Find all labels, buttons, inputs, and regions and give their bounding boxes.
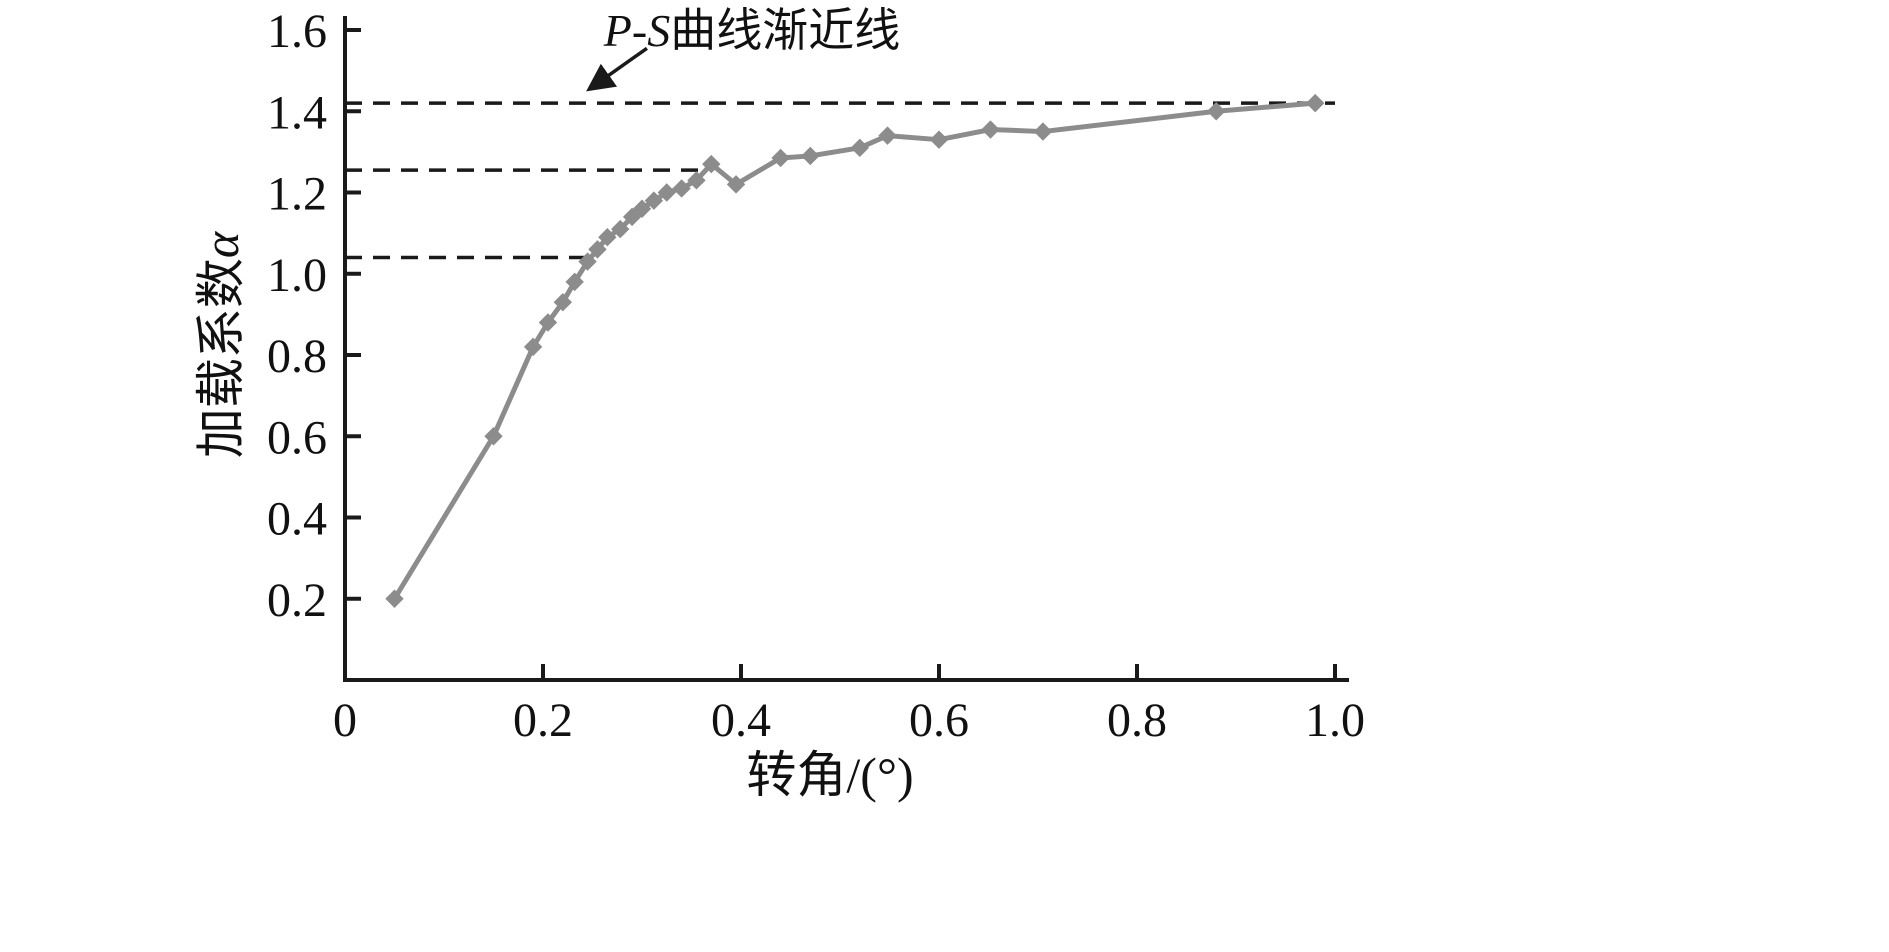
y-tick-label: 0.4	[267, 493, 327, 546]
data-point-marker	[523, 337, 543, 357]
data-point-marker	[850, 138, 869, 158]
data-point-marker	[565, 272, 584, 292]
data-point-marker	[632, 199, 652, 218]
data-point-marker	[1306, 93, 1325, 113]
data-point-marker	[1033, 122, 1053, 141]
data-point-marker	[385, 589, 404, 608]
data-point-marker	[553, 292, 572, 312]
data-point-marker	[878, 126, 897, 145]
y-tick-label: 0.6	[267, 411, 327, 464]
data-point-marker	[538, 313, 558, 332]
y-tick-label: 1.0	[267, 249, 327, 302]
data-point-marker	[657, 183, 676, 202]
x-tick-label: 1.0	[1305, 694, 1365, 747]
data-point-marker	[598, 227, 617, 247]
y-axis-label-text: 加载系数	[193, 258, 249, 458]
x-tick-label: 0.8	[1107, 694, 1167, 747]
data-point-marker	[644, 191, 664, 210]
y-axis-label: 加载系数α	[193, 230, 249, 458]
data-point-marker	[929, 130, 949, 149]
data-point-marker	[672, 179, 691, 198]
annotation-italic-part: P-S	[603, 5, 670, 56]
y-tick-label: 1.4	[267, 86, 327, 139]
y-axis-label-symbol: α	[193, 230, 249, 258]
y-tick-label: 0.2	[267, 574, 327, 627]
data-point-marker	[611, 219, 630, 239]
x-tick-label: 0.2	[513, 694, 573, 747]
y-tick-label: 1.2	[267, 168, 327, 221]
data-point-marker	[1207, 102, 1226, 121]
annotation-arrow	[586, 46, 648, 92]
data-point-marker	[687, 171, 706, 190]
data-point-marker	[588, 240, 607, 259]
data-point-marker	[801, 146, 820, 166]
data-point-marker	[981, 120, 1000, 139]
x-tick-label: 0.6	[909, 694, 969, 747]
data-point-marker	[578, 252, 597, 271]
y-tick-label: 0.8	[267, 330, 327, 383]
x-tick-label: 0	[333, 694, 357, 747]
annotation-text: P-S曲线渐近线	[603, 5, 900, 56]
y-tick-label: 1.6	[267, 5, 327, 58]
plot-area: 0.2 0.4 0.6 0.8 1.0 1.2 1.4 1.6 0 0.2 0.4 0.6 0.8 1.0	[267, 5, 1365, 747]
data-point-marker	[484, 427, 503, 446]
annotation-rest-part: 曲线渐近线	[670, 5, 900, 56]
data-point-marker	[702, 154, 721, 174]
x-tick-label: 0.4	[711, 694, 771, 747]
x-axis-label: 转角/(°)	[746, 747, 913, 803]
data-point-marker	[726, 175, 746, 194]
data-point-marker	[771, 148, 790, 168]
